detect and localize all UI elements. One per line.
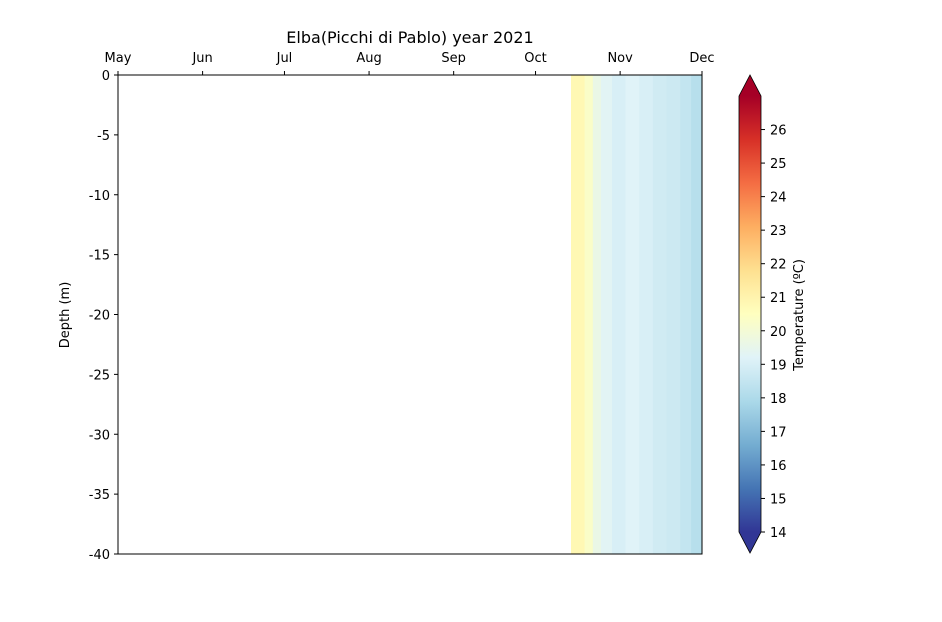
heatmap-cell <box>691 75 703 554</box>
x-tick-label: Sep <box>441 51 466 66</box>
y-tick-label: 0 <box>102 69 110 84</box>
y-tick-label: -35 <box>89 488 110 503</box>
colorbar-tick-label: 16 <box>770 459 787 474</box>
heatmap-cell <box>666 75 681 554</box>
heatmap-cell <box>611 75 626 554</box>
y-tick-label: -25 <box>89 368 110 383</box>
colorbar-tick-label: 23 <box>770 224 787 239</box>
colorbar-extend-min <box>739 532 761 553</box>
x-tick-label: Dec <box>689 51 714 66</box>
x-tick-label: Aug <box>356 51 381 66</box>
heatmap-cell <box>652 75 667 554</box>
y-axis: 0 -5 -10 -15 -20 -25 -30 -35 -40 <box>89 69 118 563</box>
colorbar: 14 15 16 17 18 19 20 21 22 23 24 25 26 <box>738 74 787 554</box>
x-tick-label: May <box>105 51 132 66</box>
colorbar-tick-label: 20 <box>770 325 787 340</box>
heatmap-cell <box>571 75 585 554</box>
colorbar-tick-label: 18 <box>770 392 787 407</box>
colorbar-label: Temperature (ºC) <box>792 259 807 372</box>
colorbar-tick-label: 25 <box>770 157 787 172</box>
heatmap-cell <box>601 75 613 554</box>
colorbar-extend-max <box>739 75 761 96</box>
x-tick-label: Jul <box>276 51 293 66</box>
chart-title: Elba(Picchi di Pablo) year 2021 <box>286 28 533 47</box>
x-tick-label: Oct <box>524 51 546 66</box>
y-tick-label: -30 <box>89 428 110 443</box>
colorbar-tick-label: 26 <box>770 124 787 139</box>
heatmap-area <box>571 75 703 554</box>
heatmap-cell <box>592 75 602 554</box>
colorbar-tick-label: 24 <box>770 191 787 206</box>
y-tick-label: -15 <box>89 249 110 264</box>
y-tick-label: -5 <box>97 129 110 144</box>
colorbar-tick-label: 19 <box>770 358 787 373</box>
colorbar-tick-label: 15 <box>770 492 787 507</box>
y-tick-label: -20 <box>89 309 110 324</box>
x-axis: May Jun Jul Aug Sep Oct Nov Dec <box>105 51 715 75</box>
heatmap-cell <box>680 75 692 554</box>
y-tick-label: -40 <box>89 548 110 563</box>
x-tick-label: Nov <box>607 51 633 66</box>
heatmap-cell <box>625 75 640 554</box>
heatmap-cell <box>639 75 654 554</box>
heatmap-cell <box>584 75 594 554</box>
x-tick-label: Jun <box>191 51 212 66</box>
colorbar-body <box>739 96 761 532</box>
colorbar-tick-label: 22 <box>770 258 787 273</box>
colorbar-tick-label: 14 <box>770 526 787 541</box>
y-tick-label: -10 <box>89 189 110 204</box>
colorbar-tick-label: 21 <box>770 291 787 306</box>
y-axis-label: Depth (m) <box>58 282 73 349</box>
colorbar-tick-label: 17 <box>770 425 787 440</box>
